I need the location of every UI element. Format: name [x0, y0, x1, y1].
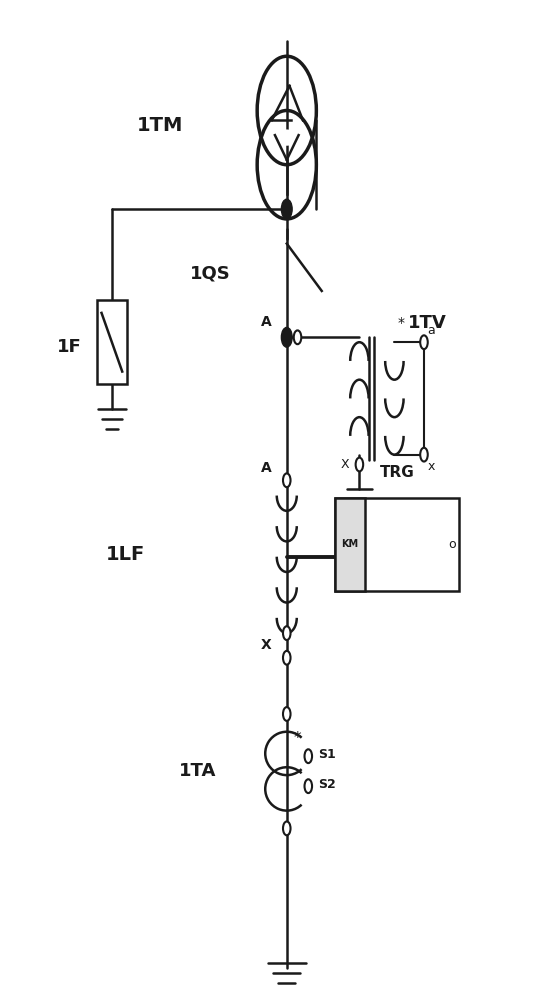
- Text: 1QS: 1QS: [189, 264, 230, 282]
- Text: KM: KM: [342, 539, 359, 549]
- Circle shape: [305, 749, 312, 763]
- Bar: [335, 498, 459, 591]
- Text: 1TA: 1TA: [179, 762, 217, 780]
- Text: S2: S2: [318, 778, 336, 791]
- Circle shape: [282, 327, 292, 347]
- Text: A: A: [261, 461, 272, 475]
- Circle shape: [283, 707, 290, 721]
- Text: 1TV: 1TV: [408, 314, 447, 332]
- Text: X: X: [261, 638, 272, 652]
- Circle shape: [355, 458, 363, 471]
- Text: 1TM: 1TM: [137, 116, 183, 135]
- Text: 1LF: 1LF: [105, 545, 145, 564]
- Bar: [97, 300, 126, 384]
- Ellipse shape: [278, 129, 296, 146]
- Text: *: *: [293, 731, 301, 746]
- Circle shape: [420, 448, 428, 462]
- Circle shape: [294, 330, 301, 344]
- Circle shape: [282, 199, 292, 219]
- Text: X: X: [341, 458, 350, 471]
- Circle shape: [283, 626, 290, 640]
- Text: 1F: 1F: [56, 338, 81, 356]
- Text: A: A: [261, 315, 272, 329]
- Circle shape: [283, 651, 290, 665]
- Text: S1: S1: [318, 748, 336, 761]
- Text: *: *: [397, 316, 404, 330]
- Circle shape: [283, 473, 290, 487]
- Text: o: o: [449, 538, 457, 551]
- Text: a: a: [428, 324, 436, 337]
- Circle shape: [305, 779, 312, 793]
- Text: TRG: TRG: [380, 465, 415, 480]
- Circle shape: [283, 821, 290, 835]
- Text: x: x: [428, 460, 435, 473]
- Circle shape: [420, 335, 428, 349]
- Bar: [335, 498, 365, 591]
